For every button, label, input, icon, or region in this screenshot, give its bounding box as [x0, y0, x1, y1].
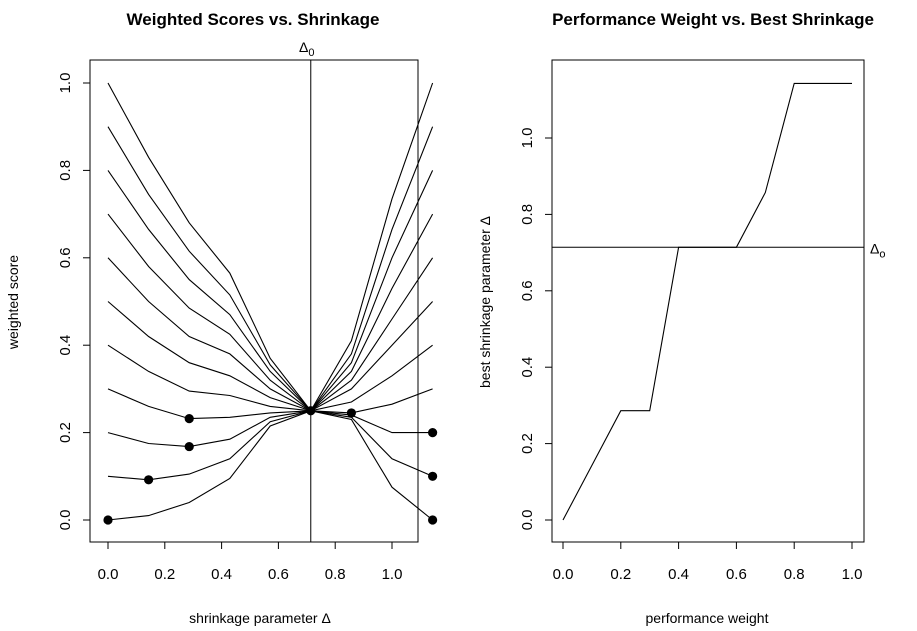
left-x-axis-label: shrinkage parameter Δ: [189, 610, 331, 626]
score-series-line-0: [107, 410, 433, 521]
right-y-axis-label: best shrinkage parameter Δ: [477, 216, 493, 388]
left-y-axis-label: weighted score: [5, 255, 21, 350]
score-series-line-9: [107, 126, 434, 412]
score-series-line-4: [107, 344, 433, 412]
left-y-tick-label: 0.8: [57, 160, 74, 181]
left-y-tick-label: 0.4: [57, 335, 74, 356]
right-chart-title: Performance Weight vs. Best Shrinkage: [552, 10, 874, 29]
best-shrinkage-line: [562, 82, 852, 521]
score-series-line-1: [107, 410, 433, 481]
left-y-tick-label: 1.0: [57, 73, 74, 94]
score-series-line-6: [107, 257, 434, 412]
right-y-tick-label: 0.6: [519, 280, 536, 301]
left-x-tick-label: 0.0: [98, 566, 119, 583]
right-y-axis: 0.0 0.2 0.4 0.6 0.8 1.0: [519, 128, 553, 531]
left-chart-title: Weighted Scores vs. Shrinkage: [127, 10, 380, 29]
min-score-point: [184, 414, 194, 424]
left-plot-marks: Δ0: [103, 39, 438, 542]
score-series-line-8: [107, 170, 434, 412]
left-x-tick-label: 1.0: [382, 566, 403, 583]
left-x-tick-label: 0.8: [325, 566, 346, 583]
weighted-scores-panel: Weighted Scores vs. Shrinkage shrinkage …: [5, 10, 438, 626]
min-score-point: [428, 515, 438, 525]
right-y-tick-label: 0.0: [519, 510, 536, 531]
right-y-tick-label: 0.4: [519, 357, 536, 378]
min-score-point: [144, 475, 154, 485]
delta0-reference-label: Δ0: [299, 39, 314, 59]
score-series-line-2: [107, 410, 433, 448]
left-y-tick-label: 0.0: [57, 510, 74, 531]
right-x-tick-label: 0.4: [668, 566, 689, 583]
left-y-tick-label: 0.6: [57, 247, 74, 268]
left-x-tick-label: 0.2: [154, 566, 175, 583]
right-plot-marks: Δo: [552, 82, 885, 521]
min-score-point: [428, 428, 438, 438]
min-score-point: [428, 471, 438, 481]
min-score-point: [103, 515, 113, 525]
performance-weight-panel: Performance Weight vs. Best Shrinkage pe…: [477, 10, 885, 626]
left-x-tick-label: 0.4: [211, 566, 232, 583]
right-x-tick-label: 0.2: [610, 566, 631, 583]
delta-o-reference-label: Δo: [870, 240, 885, 260]
right-y-tick-label: 0.2: [519, 433, 536, 454]
right-plot-frame: [551, 59, 865, 543]
right-x-tick-label: 0.8: [784, 566, 805, 583]
left-y-tick-label: 0.2: [57, 422, 74, 443]
score-series-line-3: [107, 388, 433, 420]
min-score-point: [346, 408, 356, 418]
right-y-tick-label: 1.0: [519, 128, 536, 149]
score-series-line-5: [107, 301, 434, 412]
left-x-tick-label: 0.6: [268, 566, 289, 583]
score-series-line-7: [107, 213, 434, 412]
score-series-line-10: [107, 82, 434, 412]
right-x-tick-label: 0.0: [553, 566, 574, 583]
left-y-axis: 0.0 0.2 0.4 0.6 0.8 1.0: [57, 73, 91, 531]
right-x-tick-label: 1.0: [842, 566, 863, 583]
right-x-axis-label: performance weight: [646, 610, 769, 626]
right-x-tick-label: 0.6: [726, 566, 747, 583]
right-x-axis: 0.0 0.2 0.4 0.6 0.8 1.0: [553, 541, 863, 583]
right-y-tick-label: 0.8: [519, 204, 536, 225]
min-score-point: [184, 441, 194, 452]
min-score-point: [306, 406, 316, 416]
left-x-axis: 0.0 0.2 0.4 0.6 0.8 1.0: [98, 541, 403, 583]
